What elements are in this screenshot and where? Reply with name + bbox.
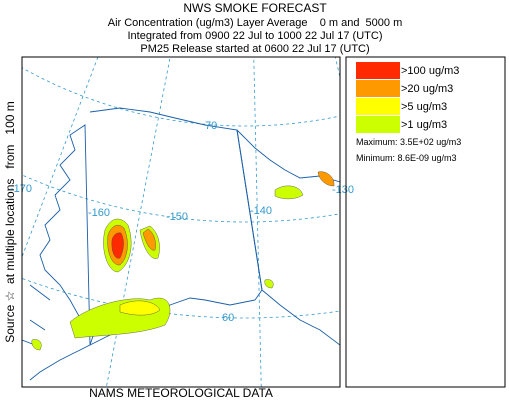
legend-swatch xyxy=(356,62,400,79)
footer: NAMS METEOROLOGICAL DATA xyxy=(89,386,273,400)
graticule-label: -150 xyxy=(166,211,188,223)
legend-label: >20 ug/m3 xyxy=(401,83,453,95)
minimum: Minimum: 8.6E-09 ug/m3 xyxy=(356,153,457,163)
graticule-label: -160 xyxy=(88,207,110,219)
legend-label: >5 ug/m3 xyxy=(401,101,447,113)
subtitle: Integrated from 0900 22 Jul to 1000 22 J… xyxy=(128,30,383,42)
graticule-label: -140 xyxy=(250,205,272,217)
legend-swatch xyxy=(356,80,400,97)
legend-frame xyxy=(345,56,506,388)
graticule-label: -130 xyxy=(332,184,354,196)
maximum: Maximum: 3.5E+02 ug/m3 xyxy=(356,137,461,147)
subtitle: Air Concentration (ug/m3) Layer Average … xyxy=(108,17,403,29)
legend-swatch xyxy=(356,116,400,133)
legend-label: >100 ug/m3 xyxy=(401,65,459,77)
legend-label: >1 ug/m3 xyxy=(401,119,447,131)
title: NWS SMOKE FORECAST xyxy=(183,1,327,15)
graticule-label: -170 xyxy=(10,183,32,195)
subtitle: PM25 Release started at 0600 22 Jul 17 (… xyxy=(140,43,369,55)
map-frame xyxy=(21,56,341,388)
smoke xyxy=(31,171,335,351)
side-label: Source ☆ at multiple locations from 100 … xyxy=(3,101,17,343)
graticule-label: 60 xyxy=(222,312,234,324)
border xyxy=(236,129,263,291)
coastline xyxy=(29,107,340,381)
legend-swatch xyxy=(356,98,400,115)
graticule-label: 70 xyxy=(205,120,217,132)
coastline xyxy=(22,284,51,346)
